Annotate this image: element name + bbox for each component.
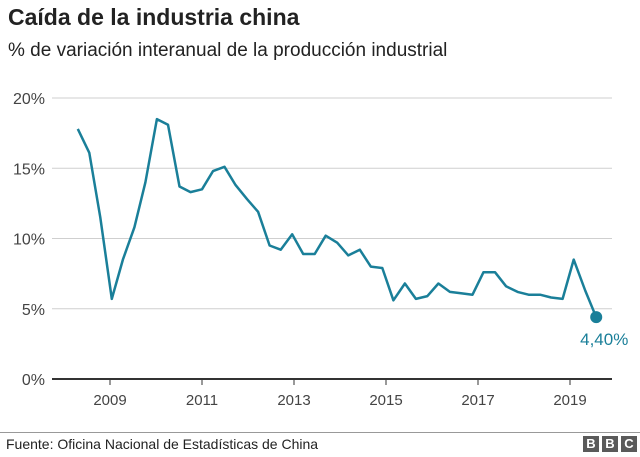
footer-divider [0,432,640,433]
chart-subtitle: % de variación interanual de la producci… [8,40,448,61]
last-value-label: 4,40% [580,330,628,349]
x-tick-label: 2009 [93,392,126,409]
last-point-marker [590,311,603,324]
line-chart: 0% 5% 10% 15% 20% 2009 2011 2013 2015 2017 2019 4,4… [13,91,628,409]
x-tick-label: 2017 [461,392,494,409]
y-tick-label: 15% [13,161,45,178]
y-tick-label: 20% [13,91,45,108]
x-tick-label: 2013 [277,392,310,409]
chart-title: Caída de la industria china [8,4,300,30]
x-tick-label: 2019 [553,392,586,409]
source-text: Fuente: Oficina Nacional de Estadísticas… [6,436,319,452]
x-tick-label: 2015 [369,392,402,409]
y-tick-label: 5% [22,302,45,319]
x-tick-label: 2011 [186,392,218,409]
y-tick-label: 10% [13,232,45,249]
y-tick-label: 0% [22,372,45,389]
series-line [76,117,598,318]
